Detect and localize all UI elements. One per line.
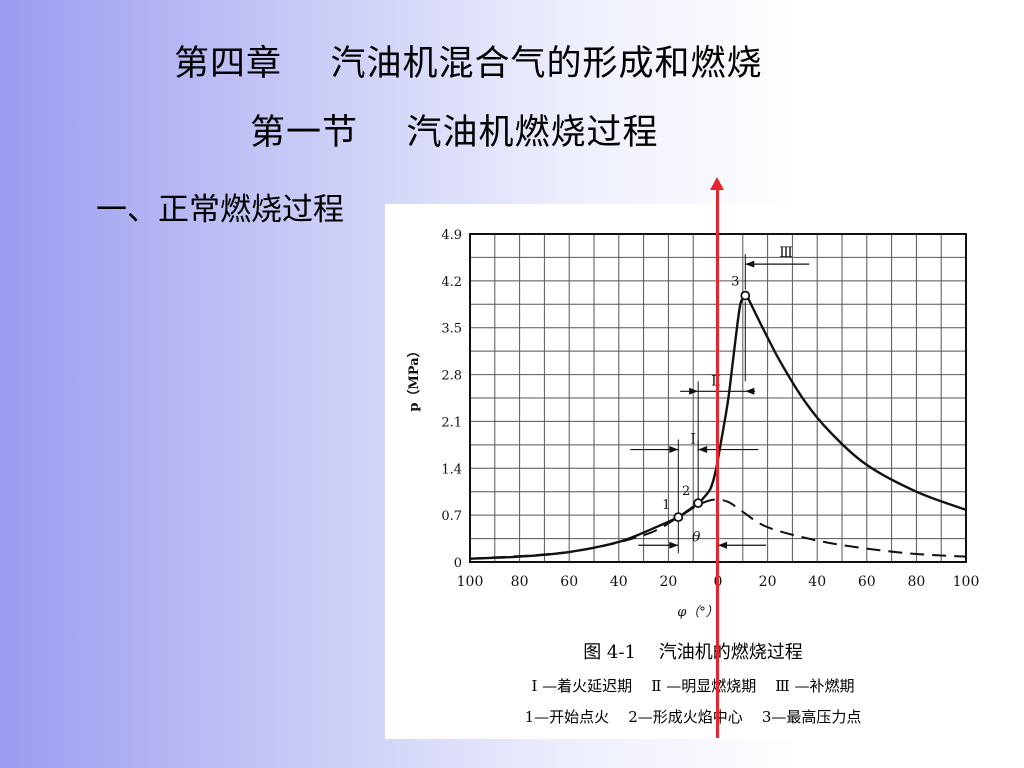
figure-panel: 1008060402002040608010000.71.42.12.83.54… <box>385 204 1001 739</box>
annotation-layer <box>630 254 810 554</box>
y-tick-label: 4.9 <box>441 228 462 243</box>
y-tick-label: 4.2 <box>441 275 462 290</box>
x-axis-title: φ（°） <box>677 604 719 620</box>
point-marker-1 <box>673 512 684 523</box>
y-tick-label: 3.5 <box>441 322 462 337</box>
theta-label: θ <box>692 529 701 545</box>
phase-label-iii: Ⅲ <box>779 245 793 261</box>
phase-ii-arrowhead <box>745 387 755 395</box>
point-label-2: 2 <box>682 484 690 499</box>
red-marker-line <box>716 186 719 738</box>
x-tick-label: 20 <box>659 574 677 590</box>
phase-i-arrowhead <box>669 446 679 454</box>
theta-arrowhead <box>718 541 727 549</box>
x-tick-label: 40 <box>610 574 628 590</box>
phase-ii-arrowhead <box>689 387 699 395</box>
y-tick-label: 0 <box>454 556 462 571</box>
y-tick-label: 1.4 <box>441 462 462 477</box>
phase-label-i: Ⅰ <box>690 432 696 448</box>
phase-iii-arrowhead <box>745 260 755 268</box>
theta-arrowhead <box>669 541 679 549</box>
y-tick-label: 2.1 <box>441 415 462 430</box>
x-tick-label: 80 <box>511 574 529 590</box>
x-tick-label: 20 <box>759 574 777 590</box>
red-marker-arrowhead <box>710 177 724 190</box>
phase-label-ii: Ⅱ <box>711 373 721 389</box>
pressure-crank-angle-chart: 1008060402002040608010000.71.42.12.83.54… <box>406 228 979 620</box>
point-label-1: 1 <box>662 498 670 513</box>
x-tick-label: 40 <box>808 574 826 590</box>
section-title: 第一节 汽油机燃烧过程 <box>250 113 659 153</box>
point-label-3: 3 <box>731 275 739 290</box>
y-axis-title: p（MPa） <box>406 344 422 411</box>
y-tick-label: 0.7 <box>441 509 462 524</box>
figure-caption: 图 4-1 汽油机的燃烧过程 <box>583 642 803 663</box>
y-tick-label: 2.8 <box>441 369 462 384</box>
subheading: 一、正常燃烧过程 <box>96 192 344 228</box>
phase-i-arrowhead <box>698 446 708 454</box>
x-tick-label: 60 <box>560 574 578 590</box>
motoring-curve <box>469 498 967 560</box>
point-marker-3 <box>740 290 751 301</box>
point-marker-2 <box>693 498 704 508</box>
x-tick-label: 100 <box>953 574 980 590</box>
combustion-pressure-curve <box>469 294 967 560</box>
x-tick-label: 60 <box>858 574 876 590</box>
figure-legend-points: 1—开始点火 2—形成火焰中心 3—最高压力点 <box>524 708 862 726</box>
figure-legend-phases: Ⅰ —着火延迟期 Ⅱ —明显燃烧期 Ⅲ —补燃期 <box>531 677 855 695</box>
x-tick-label: 80 <box>907 574 925 590</box>
chapter-title: 第四章 汽油机混合气的形成和燃烧 <box>174 44 763 84</box>
label-layer: 1008060402002040608010000.71.42.12.83.54… <box>406 228 979 620</box>
x-tick-label: 100 <box>457 574 484 590</box>
